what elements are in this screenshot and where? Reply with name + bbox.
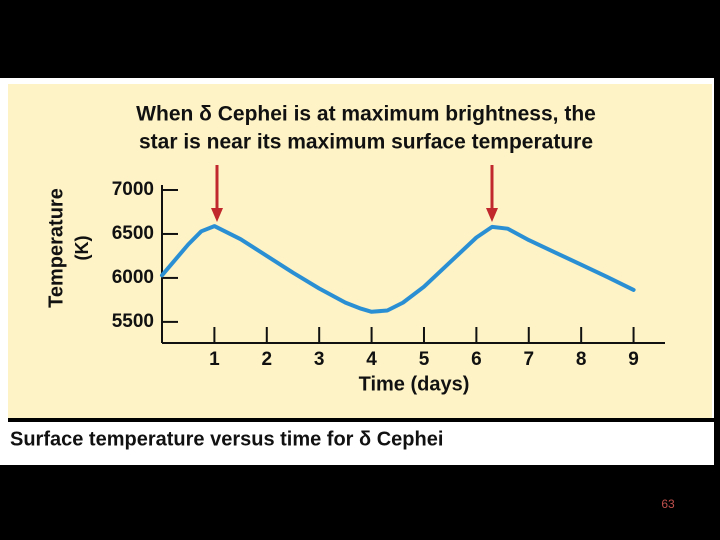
x-tick-label: 6 [471,349,482,370]
x-axis-label: Time (days) [359,373,470,395]
arrows [211,165,498,222]
y-tick-label: 5500 [112,311,154,332]
x-tick-label: 7 [523,349,534,370]
x-tick-label: 2 [262,349,273,370]
y-tick-label: 6000 [112,267,154,288]
x-tick-label: 4 [366,349,377,370]
chart-panel [8,84,712,418]
divider [8,418,714,422]
y-tick-label: 6500 [112,223,154,244]
arrow-head [211,208,223,222]
y-axis-label: Temperature [45,188,67,308]
x-tick-label: 9 [628,349,639,370]
temperature-line [160,224,636,314]
page-number: 63 [661,497,675,511]
x-tick-label: 3 [314,349,325,370]
chart-title: When δ Cephei is at maximum brightness, … [136,103,596,126]
caption: Surface temperature versus time for δ Ce… [10,428,443,450]
y-tick-label: 7000 [112,179,154,200]
x-tick-label: 8 [576,349,587,370]
arrow-head [486,208,498,222]
x-tick-label: 1 [209,349,220,370]
chart-title: star is near its maximum surface tempera… [139,131,593,154]
x-tick-label: 5 [419,349,430,370]
y-axis-label: (K) [72,236,92,261]
